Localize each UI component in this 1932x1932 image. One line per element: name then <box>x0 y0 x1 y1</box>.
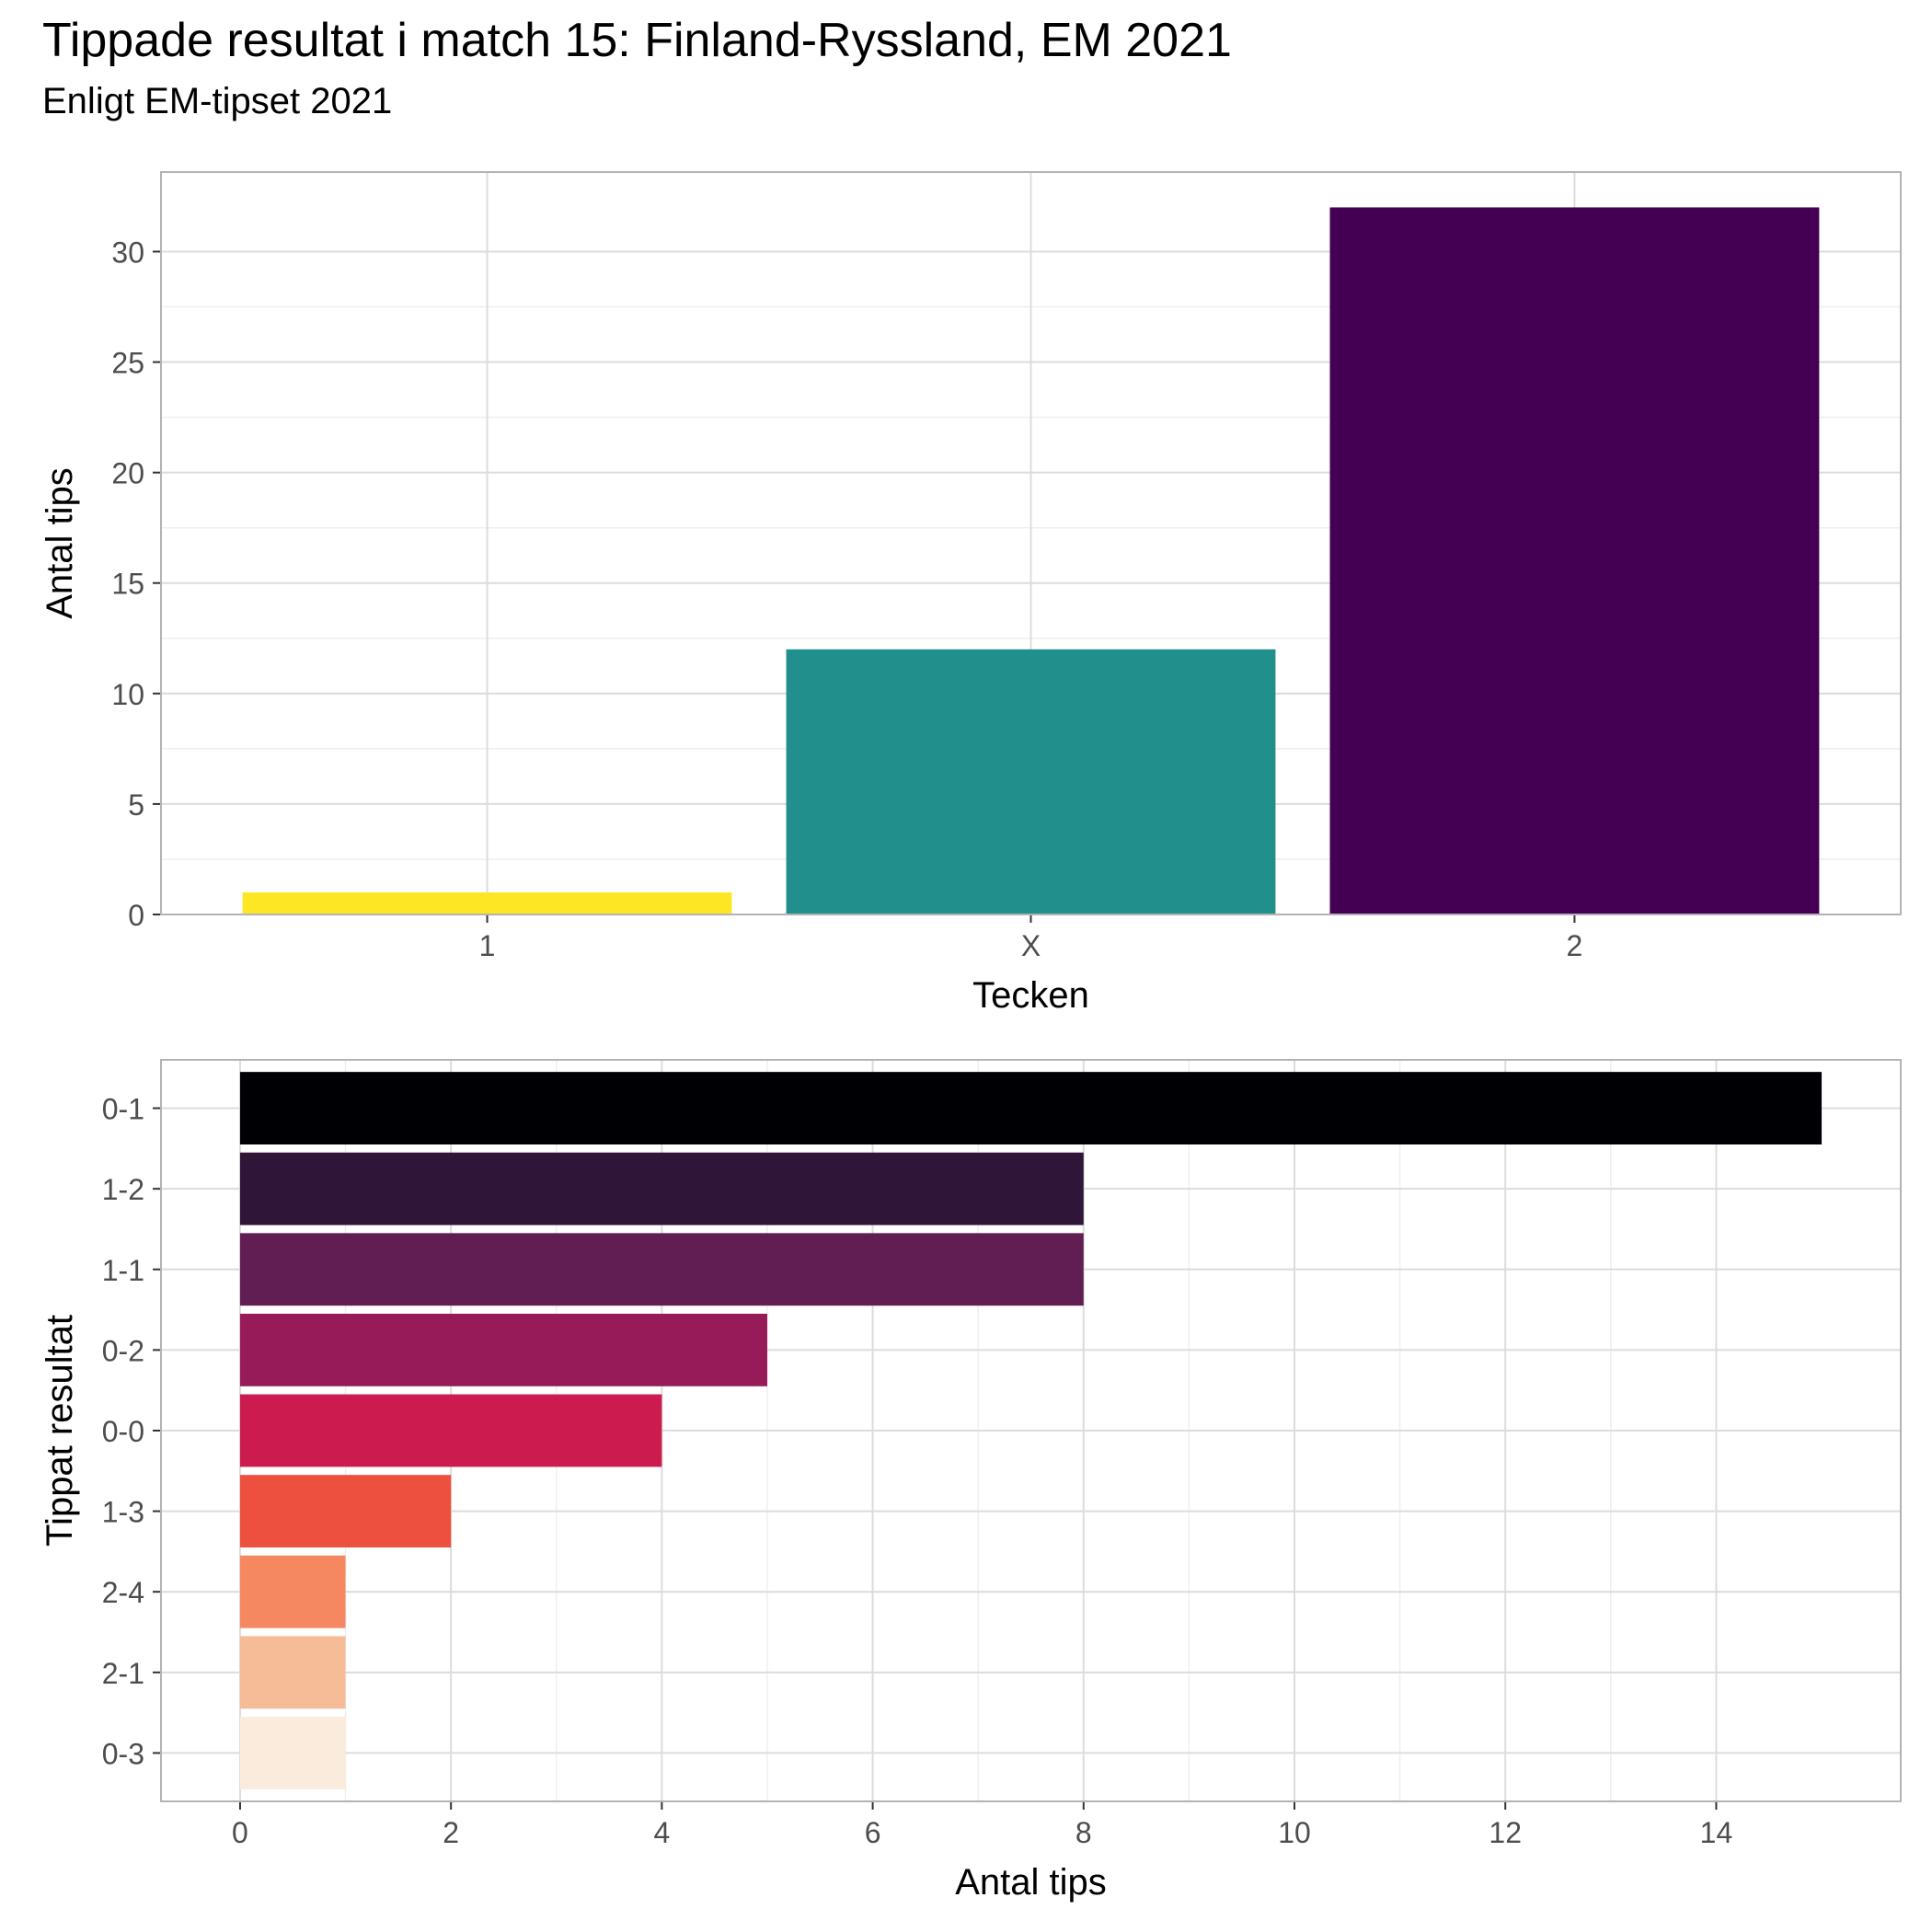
bar-0-2 <box>239 1313 767 1386</box>
y-tick-label: 0 <box>128 899 144 932</box>
y-tick-label: 0-1 <box>102 1093 144 1126</box>
y-tick-label: 2-1 <box>102 1657 144 1690</box>
plot-border <box>160 171 1902 915</box>
bar-2-4 <box>239 1555 346 1628</box>
x-tick-label: 2 <box>1567 929 1583 962</box>
y-tick-label: 2-4 <box>102 1576 144 1609</box>
x-tick-label: 0 <box>232 1816 248 1849</box>
y-tick-label: 20 <box>111 457 144 490</box>
bar-1 <box>242 891 732 914</box>
bar-X <box>786 649 1276 914</box>
x-tick-label: 6 <box>865 1816 881 1849</box>
x-tick-label: 8 <box>1075 1816 1092 1849</box>
chart-subtitle: Enligt EM-tipset 2021 <box>42 81 393 121</box>
bar-1-1 <box>239 1233 1084 1306</box>
y-tick-label: 1-2 <box>102 1173 144 1206</box>
y-tick-label: 30 <box>111 236 144 269</box>
y-tick-label: 0-3 <box>102 1737 144 1770</box>
x-tick-label: X <box>1021 929 1041 962</box>
y-tick-label: 0-2 <box>102 1334 144 1367</box>
y-tick-label: 15 <box>111 568 144 601</box>
x-axis-label: Antal tips <box>955 1862 1107 1903</box>
x-tick-label: 4 <box>653 1816 670 1849</box>
y-axis-label: Antal tips <box>40 467 80 619</box>
y-tick-label: 0-0 <box>102 1415 144 1448</box>
y-axis-label: Tippat resultat <box>40 1315 80 1547</box>
y-tick-label: 1-1 <box>102 1254 144 1287</box>
tecken-bar-chart: 0 5 10 15 20 25 30 1 X 2 Tecken Antal tips <box>40 171 1902 1016</box>
x-tick-label: 14 <box>1700 1816 1733 1849</box>
bar-2 <box>1329 207 1820 914</box>
y-tick-label: 5 <box>128 788 144 822</box>
bar-0-1 <box>239 1072 1823 1144</box>
resultat-bar-chart: 0 2 4 6 8 10 12 14 0-1 1-2 1-1 0-2 0-0 1-3 2-4 2-1 0-3 An… <box>40 1059 1902 1903</box>
x-tick-label: 12 <box>1489 1816 1522 1849</box>
bar-1-3 <box>239 1475 452 1548</box>
bar-0-0 <box>239 1394 662 1467</box>
bar-0-3 <box>239 1717 346 1789</box>
chart-title: Tippade resultat i match 15: Finland-Rys… <box>42 14 1232 67</box>
bar-2-1 <box>239 1636 346 1709</box>
plot-border <box>160 1059 1902 1802</box>
x-tick-label: 2 <box>443 1816 459 1849</box>
y-tick-label: 10 <box>111 678 144 711</box>
y-tick-label: 1-3 <box>102 1496 144 1529</box>
x-tick-label: 1 <box>479 929 496 962</box>
x-tick-label: 10 <box>1278 1816 1311 1849</box>
x-axis-label: Tecken <box>972 975 1089 1016</box>
bar-1-2 <box>239 1152 1084 1225</box>
y-tick-label: 25 <box>111 347 144 380</box>
